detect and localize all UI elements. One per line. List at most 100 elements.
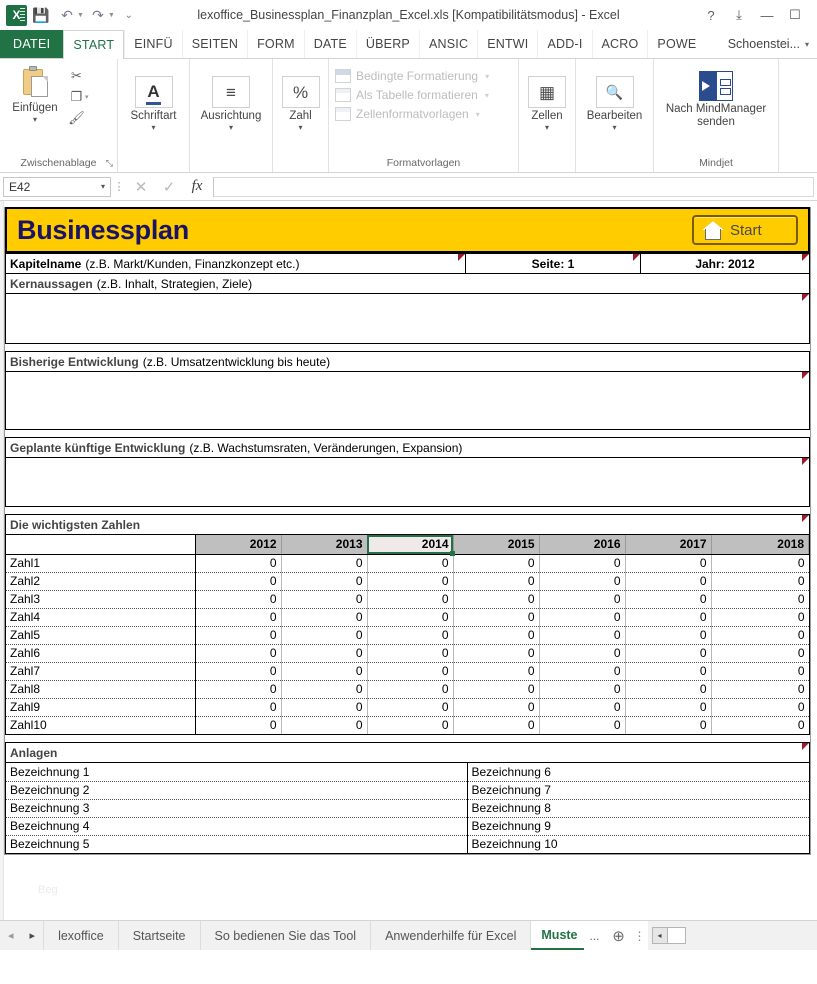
tab-ansicht[interactable]: ANSIC [418,30,477,58]
table-row[interactable]: Zahl6 0 0 0 0 0 0 0 [6,644,809,663]
sheet-tab-lexoffice[interactable]: lexoffice [44,921,119,950]
cell-value[interactable]: 0 [539,608,626,627]
cell-value[interactable]: 0 [539,572,626,591]
formula-input[interactable] [213,176,814,197]
table-row[interactable]: Zahl2 0 0 0 0 0 0 0 [6,572,809,591]
cell-value[interactable]: 0 [539,590,626,609]
cell-value[interactable]: 0 [367,590,454,609]
list-item[interactable]: Bezeichnung 5 Bezeichnung 10 [6,835,809,853]
cell-value[interactable]: 0 [453,644,540,663]
cell-value[interactable]: 0 [539,554,626,573]
anlage-right[interactable]: Bezeichnung 10 [471,837,558,852]
save-icon[interactable]: 💾 [32,6,50,23]
cell-value[interactable]: 0 [195,644,282,663]
cell-value[interactable]: 0 [453,662,540,681]
copy-button[interactable]: ❐ ▾ [67,88,89,106]
cell-value[interactable]: 0 [539,626,626,645]
cell-value[interactable]: 0 [195,716,282,734]
cell-value[interactable]: 0 [195,590,282,609]
cell-value[interactable]: 0 [539,644,626,663]
cell-value[interactable]: 0 [281,644,368,663]
anlage-right[interactable]: Bezeichnung 9 [467,817,809,836]
section-geplante-body[interactable] [6,458,809,506]
cell-value[interactable]: 0 [711,662,809,681]
anlage-left[interactable]: Bezeichnung 2 [6,781,468,800]
section-kernaussagen-body[interactable] [6,294,809,343]
sheet-tab-muster[interactable]: Muste [531,921,584,950]
format-painter-button[interactable]: 🖌 [67,109,89,127]
conditional-formatting-button[interactable]: Bedingte Formatierung ▾ [335,69,512,83]
sheet-tab-so-bedienen-sie-das-tool[interactable]: So bedienen Sie das Tool [201,921,372,950]
cell-value[interactable]: 0 [281,608,368,627]
format-as-table-button[interactable]: Als Tabelle formatieren ▾ [335,88,512,102]
seite-cell[interactable]: Seite: 1 [466,254,641,274]
cell-value[interactable]: 0 [625,698,712,717]
ribbon-display-options-icon[interactable]: ⤓ [736,7,742,22]
cell-value[interactable]: 0 [453,590,540,609]
editing-dropdown-icon[interactable]: ▾ [612,123,617,132]
cell-value[interactable]: 0 [195,698,282,717]
cell-value[interactable]: 0 [711,626,809,645]
anlage-left[interactable]: Bezeichnung 3 [6,799,468,818]
cell-value[interactable]: 0 [195,608,282,627]
cancel-icon[interactable]: ✕ [134,178,148,196]
row-label[interactable]: Zahl5 [6,626,196,645]
next-sheet-icon[interactable]: ▸ [29,930,36,942]
font-dropdown-icon[interactable]: ▾ [151,123,156,132]
undo-dropdown-icon[interactable]: ▼ [77,11,84,19]
column-header-2016[interactable]: 2016 [539,535,626,555]
cell-value[interactable]: 0 [195,572,282,591]
horizontal-scrollbar[interactable]: ◂ [651,921,686,950]
tab-entwicklertools[interactable]: ENTWI [477,30,537,58]
row-label[interactable]: Zahl9 [6,698,196,717]
cell-value[interactable]: 0 [539,716,626,734]
tab-acrobat[interactable]: ACRO [591,30,648,58]
cell-styles-button[interactable]: Zellenformatvorlagen ▾ [335,107,512,121]
confirm-icon[interactable]: ✓ [162,178,176,196]
table-row[interactable]: Zahl4 0 0 0 0 0 0 0 [6,608,809,627]
cell-value[interactable]: 0 [539,698,626,717]
number-dropdown-icon[interactable]: ▾ [298,123,303,132]
list-item[interactable]: Bezeichnung 4 Bezeichnung 9 [6,817,809,836]
table-row[interactable]: Zahl5 0 0 0 0 0 0 0 [6,626,809,645]
cell-value[interactable]: 0 [625,626,712,645]
cell-value[interactable]: 0 [711,680,809,699]
cells-button[interactable]: ▦ Zellen ▾ [523,73,571,132]
customize-qat-icon[interactable]: ⌄ [124,9,134,21]
cell-value[interactable]: 0 [367,716,454,734]
send-to-mindmanager-button[interactable]: Nach MindManager senden [660,71,772,129]
row-label[interactable]: Zahl4 [6,608,196,627]
table-row[interactable]: Zahl7 0 0 0 0 0 0 0 [6,662,809,681]
cell-value[interactable]: 0 [281,554,368,573]
column-header-2013[interactable]: 2013 [281,535,368,555]
cell-value[interactable]: 0 [625,572,712,591]
cells-dropdown-icon[interactable]: ▾ [544,123,549,132]
tab-powerpivot[interactable]: POWE [647,30,705,58]
cell-value[interactable]: 0 [625,644,712,663]
anlage-right[interactable]: Bezeichnung 7 [467,781,809,800]
alignment-dropdown-icon[interactable]: ▾ [228,123,233,132]
number-button[interactable]: % Zahl ▾ [278,73,324,132]
minimize-icon[interactable]: — [760,7,774,23]
cell-value[interactable]: 0 [367,572,454,591]
tab-ueberpruefen[interactable]: ÜBERP [355,30,419,58]
cell-value[interactable]: 0 [711,554,809,573]
cell-value[interactable]: 0 [453,554,540,573]
account-menu[interactable]: Schoenstei... ▾ [720,30,817,58]
tab-add-ins[interactable]: ADD-I [537,30,591,58]
cell-value[interactable]: 0 [711,644,809,663]
cut-button[interactable]: ✂ [67,67,89,85]
help-icon[interactable]: ? [707,7,715,23]
cell-value[interactable]: 0 [711,608,809,627]
cell-value[interactable]: 0 [711,590,809,609]
cell-value[interactable]: 0 [195,626,282,645]
list-item[interactable]: Bezeichnung 3 Bezeichnung 8 [6,799,809,818]
alignment-button[interactable]: ≡ Ausrichtung ▾ [194,73,268,132]
row-label[interactable]: Zahl2 [6,572,196,591]
table-row[interactable]: Zahl1 0 0 0 0 0 0 0 [6,515,809,573]
worksheet-area[interactable]: Businessplan Start Kapitelname (z.B. Mar… [0,201,817,920]
cell-value[interactable]: 0 [281,716,368,734]
cell-value[interactable]: 0 [281,590,368,609]
row-label[interactable]: Zahl7 [6,662,196,681]
anlage-right[interactable]: Bezeichnung 6 [467,763,809,782]
